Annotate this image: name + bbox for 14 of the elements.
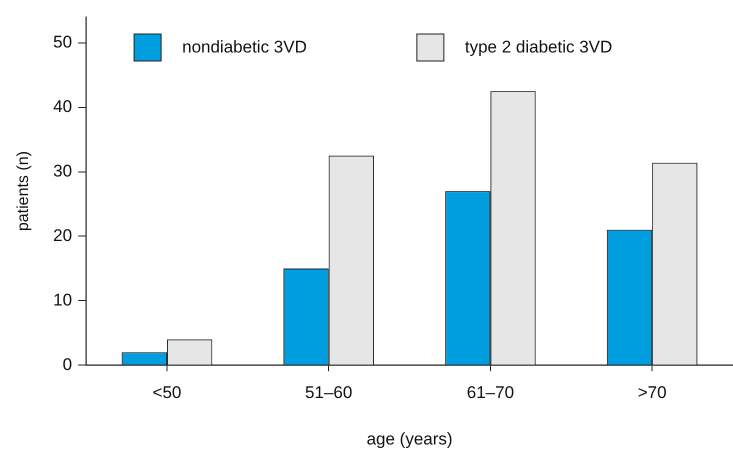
x-axis-title: age (years) (366, 429, 453, 448)
legend-label: type 2 diabetic 3VD (464, 38, 612, 57)
x-tick-label: 51–60 (305, 383, 352, 402)
y-tick-label: 40 (53, 96, 72, 116)
y-axis-title: patients (n) (15, 151, 32, 232)
x-tick-label: 61–70 (466, 383, 514, 402)
y-tick-label: 50 (53, 32, 72, 52)
y-tick-label: 20 (53, 226, 72, 245)
x-tick-label: <50 (152, 383, 182, 402)
x-tick-label: >70 (638, 383, 667, 402)
y-tick-label: 0 (62, 354, 72, 374)
y-tick-label: 30 (53, 161, 72, 180)
y-tick-label: 10 (53, 290, 72, 310)
legend-label: nondiabetic 3VD (182, 38, 307, 57)
